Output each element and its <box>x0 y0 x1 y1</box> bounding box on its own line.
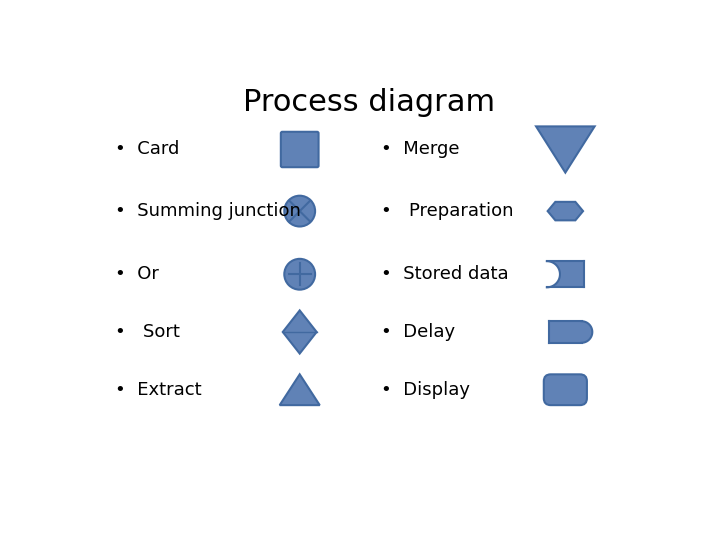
Text: •  Delay: • Delay <box>381 323 454 341</box>
Circle shape <box>284 259 315 289</box>
Text: •  Display: • Display <box>381 381 469 399</box>
FancyBboxPatch shape <box>281 132 318 167</box>
Polygon shape <box>283 310 317 354</box>
Text: •  Card: • Card <box>115 140 179 159</box>
Text: •   Preparation: • Preparation <box>381 202 513 220</box>
Polygon shape <box>536 126 595 173</box>
Bar <box>547 261 584 287</box>
Text: •  Stored data: • Stored data <box>381 265 508 284</box>
Polygon shape <box>548 202 583 220</box>
Text: •  Or: • Or <box>115 265 159 284</box>
FancyBboxPatch shape <box>544 374 587 405</box>
Wedge shape <box>547 261 560 287</box>
Text: •  Merge: • Merge <box>381 140 459 159</box>
Text: Process diagram: Process diagram <box>243 88 495 117</box>
Bar <box>549 321 582 343</box>
Circle shape <box>284 195 315 226</box>
Text: •   Sort: • Sort <box>115 323 180 341</box>
Text: •  Extract: • Extract <box>115 381 202 399</box>
Wedge shape <box>582 321 593 343</box>
Text: •  Summing junction: • Summing junction <box>115 202 301 220</box>
Polygon shape <box>279 374 320 405</box>
